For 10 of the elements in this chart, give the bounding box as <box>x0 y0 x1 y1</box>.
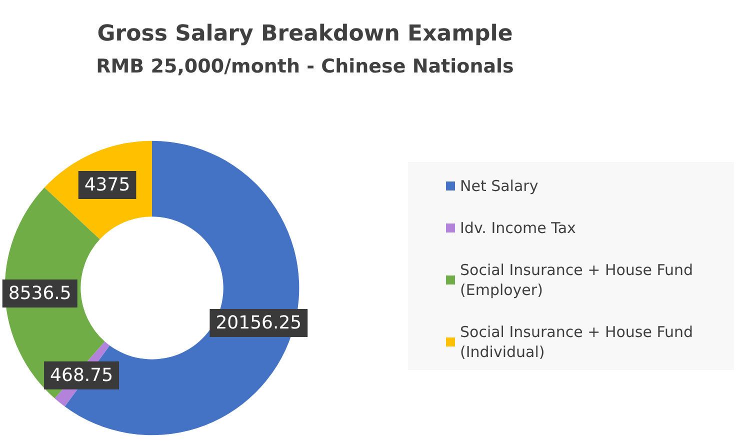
data-label: 8536.5 <box>8 282 72 304</box>
legend-label: Social Insurance + House Fund (Employer) <box>460 261 698 299</box>
legend-label: Idv. Income Tax <box>460 219 576 237</box>
data-label: 4375 <box>84 174 130 196</box>
legend-label: Social Insurance + House Fund (Individual) <box>460 323 698 361</box>
chart-title: Gross Salary Breakdown Example <box>97 22 513 46</box>
chart-subtitle: RMB 25,000/month - Chinese Nationals <box>96 56 514 78</box>
data-label: 20156.25 <box>216 312 302 334</box>
legend-label: Net Salary <box>460 177 538 195</box>
data-label: 468.75 <box>50 364 114 386</box>
